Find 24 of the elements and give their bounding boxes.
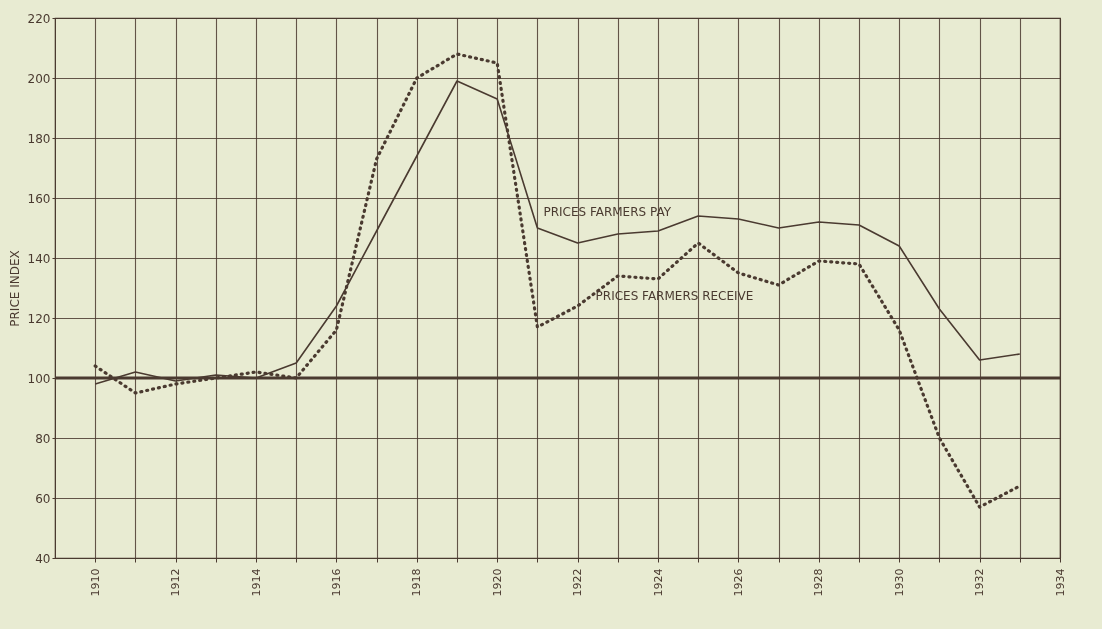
x-tick-label: 1930 [892, 568, 906, 597]
y-tick-label: 180 [27, 131, 51, 146]
x-tick-label: 1924 [651, 568, 665, 597]
y-tick-label: 200 [27, 71, 51, 86]
x-tick-label: 1910 [88, 568, 102, 597]
x-tick-label: 1916 [329, 568, 343, 597]
x-tick-label: 1934 [1053, 568, 1067, 597]
y-axis-title: PRICE INDEX [7, 250, 22, 327]
x-tick-label: 1926 [731, 568, 745, 597]
x-tick-label: 1920 [490, 568, 504, 597]
x-tick-label: 1928 [812, 568, 826, 597]
y-tick-label: 220 [27, 11, 51, 26]
y-tick-label: 100 [27, 371, 51, 386]
y-tick-label: 40 [35, 551, 51, 566]
x-tick-label: 1932 [973, 568, 987, 597]
x-tick-label: 1922 [571, 568, 585, 597]
y-tick-label: 60 [35, 491, 51, 506]
y-tick-label: 160 [27, 191, 51, 206]
y-tick-label: 80 [35, 431, 51, 446]
y-tick-label: 120 [27, 311, 51, 326]
y-tick-label: 140 [27, 251, 51, 266]
x-tick-label: 1912 [169, 568, 183, 597]
x-tick-label: 1918 [410, 568, 424, 597]
x-tick-label: 1914 [249, 568, 263, 597]
